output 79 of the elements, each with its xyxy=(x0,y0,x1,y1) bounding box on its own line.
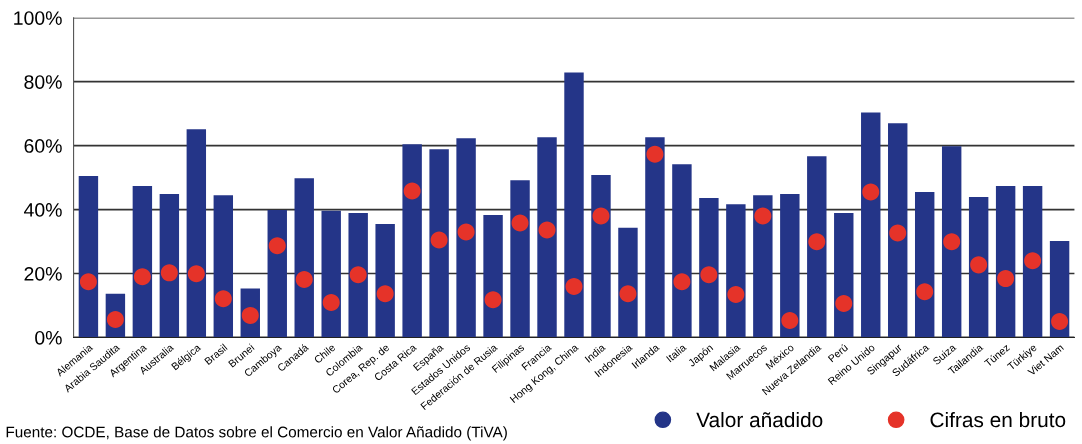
point xyxy=(1051,312,1069,330)
point xyxy=(997,270,1015,288)
bar xyxy=(672,164,692,338)
bar xyxy=(834,213,854,338)
bar xyxy=(995,185,1016,338)
point xyxy=(133,268,151,286)
bar xyxy=(753,195,773,338)
legend-label: Cifras en bruto xyxy=(930,411,1066,428)
y-tick-label: 40% xyxy=(24,203,62,217)
source-note: Fuente: OCDE, Base de Datos sobre el Comercio en Valor Añadido (TiVA) xyxy=(6,426,507,441)
point xyxy=(457,223,475,241)
point xyxy=(430,231,448,249)
bar xyxy=(914,191,935,338)
bar xyxy=(968,197,989,338)
bar xyxy=(564,72,584,338)
point xyxy=(403,182,421,200)
point xyxy=(727,286,745,304)
bar xyxy=(429,149,449,338)
bar xyxy=(402,144,422,338)
point xyxy=(943,233,961,251)
point xyxy=(268,237,286,255)
point xyxy=(781,311,799,329)
y-tick-label: 80% xyxy=(24,75,62,89)
bar xyxy=(132,185,153,338)
legend-label: Valor añadido xyxy=(696,411,823,428)
bar xyxy=(186,129,207,338)
point xyxy=(214,290,232,308)
bar xyxy=(780,193,800,338)
point xyxy=(295,271,313,289)
bar xyxy=(267,209,287,338)
point xyxy=(538,221,556,239)
bar xyxy=(375,223,395,338)
bar xyxy=(645,137,665,338)
point xyxy=(322,294,340,312)
y-tick-label: 60% xyxy=(24,139,62,153)
bar xyxy=(941,146,962,338)
point xyxy=(754,207,772,225)
point xyxy=(970,256,988,274)
point xyxy=(565,278,583,296)
point xyxy=(1024,252,1042,270)
point xyxy=(349,266,367,284)
point xyxy=(889,224,907,242)
point xyxy=(916,283,934,301)
bar xyxy=(537,137,557,338)
bar xyxy=(294,178,314,338)
point xyxy=(187,265,205,283)
bar xyxy=(699,198,719,338)
point xyxy=(79,273,97,291)
bar xyxy=(483,215,503,338)
point xyxy=(808,233,826,251)
point xyxy=(835,295,853,313)
bar xyxy=(726,204,746,338)
bar xyxy=(1022,185,1043,338)
bar xyxy=(78,176,99,338)
bar xyxy=(348,213,368,338)
point xyxy=(376,285,394,303)
y-tick-label: 100% xyxy=(14,11,62,25)
bar xyxy=(861,112,881,338)
point xyxy=(160,264,178,282)
bar xyxy=(591,175,611,338)
y-tick-label: 0% xyxy=(35,330,62,345)
point xyxy=(511,214,529,232)
point xyxy=(592,207,610,225)
bar xyxy=(618,227,638,338)
point xyxy=(700,266,718,284)
x-tick-label: Italia xyxy=(665,343,687,363)
point xyxy=(484,291,502,309)
bar xyxy=(321,210,341,338)
bar xyxy=(159,193,180,338)
bar xyxy=(888,123,908,338)
point xyxy=(619,285,637,303)
bar xyxy=(456,138,476,338)
point xyxy=(862,183,880,201)
point xyxy=(673,273,691,291)
bar xyxy=(213,195,234,338)
y-tick-label: 20% xyxy=(24,266,62,281)
point xyxy=(646,145,664,163)
bar xyxy=(510,180,530,338)
bar xyxy=(807,156,827,338)
